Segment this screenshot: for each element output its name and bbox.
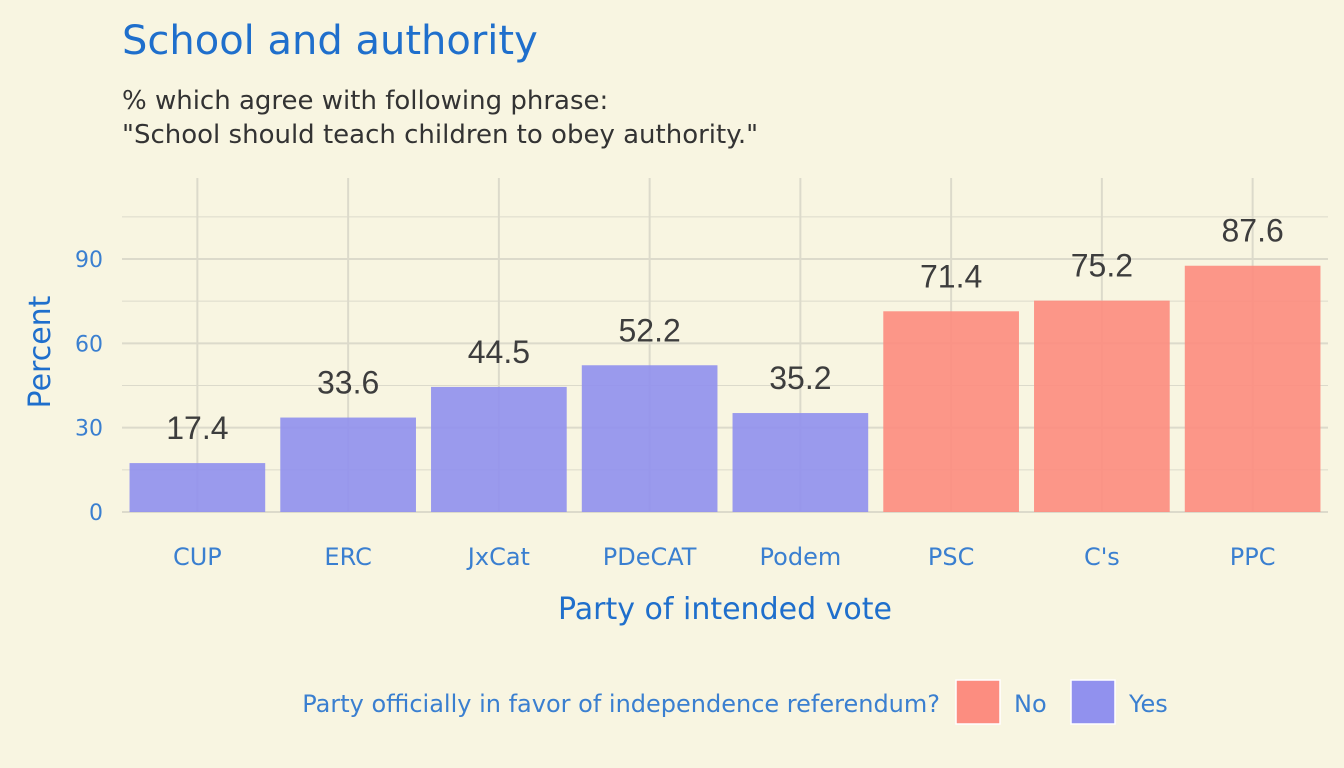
legend-title: Party officially in favor of independenc… bbox=[302, 690, 940, 718]
bar-value-label: 33.6 bbox=[317, 365, 379, 401]
x-axis-title: Party of intended vote bbox=[558, 592, 892, 627]
bar-jxcat bbox=[431, 386, 567, 512]
bar-value-label: 87.6 bbox=[1221, 213, 1283, 249]
bar-cs bbox=[1034, 300, 1170, 512]
y-axis-title: Percent bbox=[23, 295, 58, 408]
bar-value-label: 35.2 bbox=[769, 360, 831, 396]
bar-ppc bbox=[1184, 265, 1321, 512]
chart-title: School and authority bbox=[122, 18, 538, 64]
legend-key-no bbox=[955, 679, 1001, 725]
y-tick-label: 90 bbox=[75, 248, 103, 273]
legend-label-yes: Yes bbox=[1128, 690, 1168, 718]
bar-erc bbox=[280, 417, 416, 512]
y-tick-label: 30 bbox=[75, 417, 103, 442]
legend-label-no: No bbox=[1014, 690, 1047, 718]
bar-value-label: 17.4 bbox=[166, 410, 228, 446]
legend: Party officially in favor of independenc… bbox=[302, 679, 1168, 725]
y-axis-ticks: 0 30 60 90 bbox=[75, 248, 103, 526]
bar-value-label: 52.2 bbox=[618, 312, 680, 348]
bar-psc bbox=[883, 311, 1019, 512]
x-tick-label: PSC bbox=[928, 543, 974, 571]
chart-subtitle-line-1: % which agree with following phrase: bbox=[122, 86, 609, 116]
x-tick-label: PDeCAT bbox=[603, 543, 697, 571]
bar-value-label: 75.2 bbox=[1071, 248, 1133, 284]
y-tick-label: 60 bbox=[75, 332, 103, 357]
x-tick-label: Podem bbox=[760, 543, 842, 571]
bar-cup bbox=[129, 463, 266, 512]
x-tick-label: CUP bbox=[173, 543, 222, 571]
x-tick-label: ERC bbox=[324, 543, 371, 571]
legend-key-yes bbox=[1070, 679, 1116, 725]
x-tick-label: PPC bbox=[1230, 543, 1276, 571]
bar-pdecat bbox=[581, 365, 718, 512]
bar-value-label: 71.4 bbox=[920, 258, 982, 294]
bar-podem bbox=[732, 413, 869, 512]
y-tick-label: 0 bbox=[89, 501, 103, 526]
bars: 17.4 33.6 44.5 52.2 35.2 71.4 75.2 87.6 bbox=[129, 213, 1321, 512]
x-axis-ticks: CUP ERC JxCat PDeCAT Podem PSC C's PPC bbox=[173, 543, 1276, 571]
x-tick-label: C's bbox=[1084, 543, 1120, 571]
bar-value-label: 44.5 bbox=[468, 334, 530, 370]
chart-subtitle-line-2: "School should teach children to obey au… bbox=[122, 120, 759, 150]
x-tick-label: JxCat bbox=[466, 543, 530, 571]
